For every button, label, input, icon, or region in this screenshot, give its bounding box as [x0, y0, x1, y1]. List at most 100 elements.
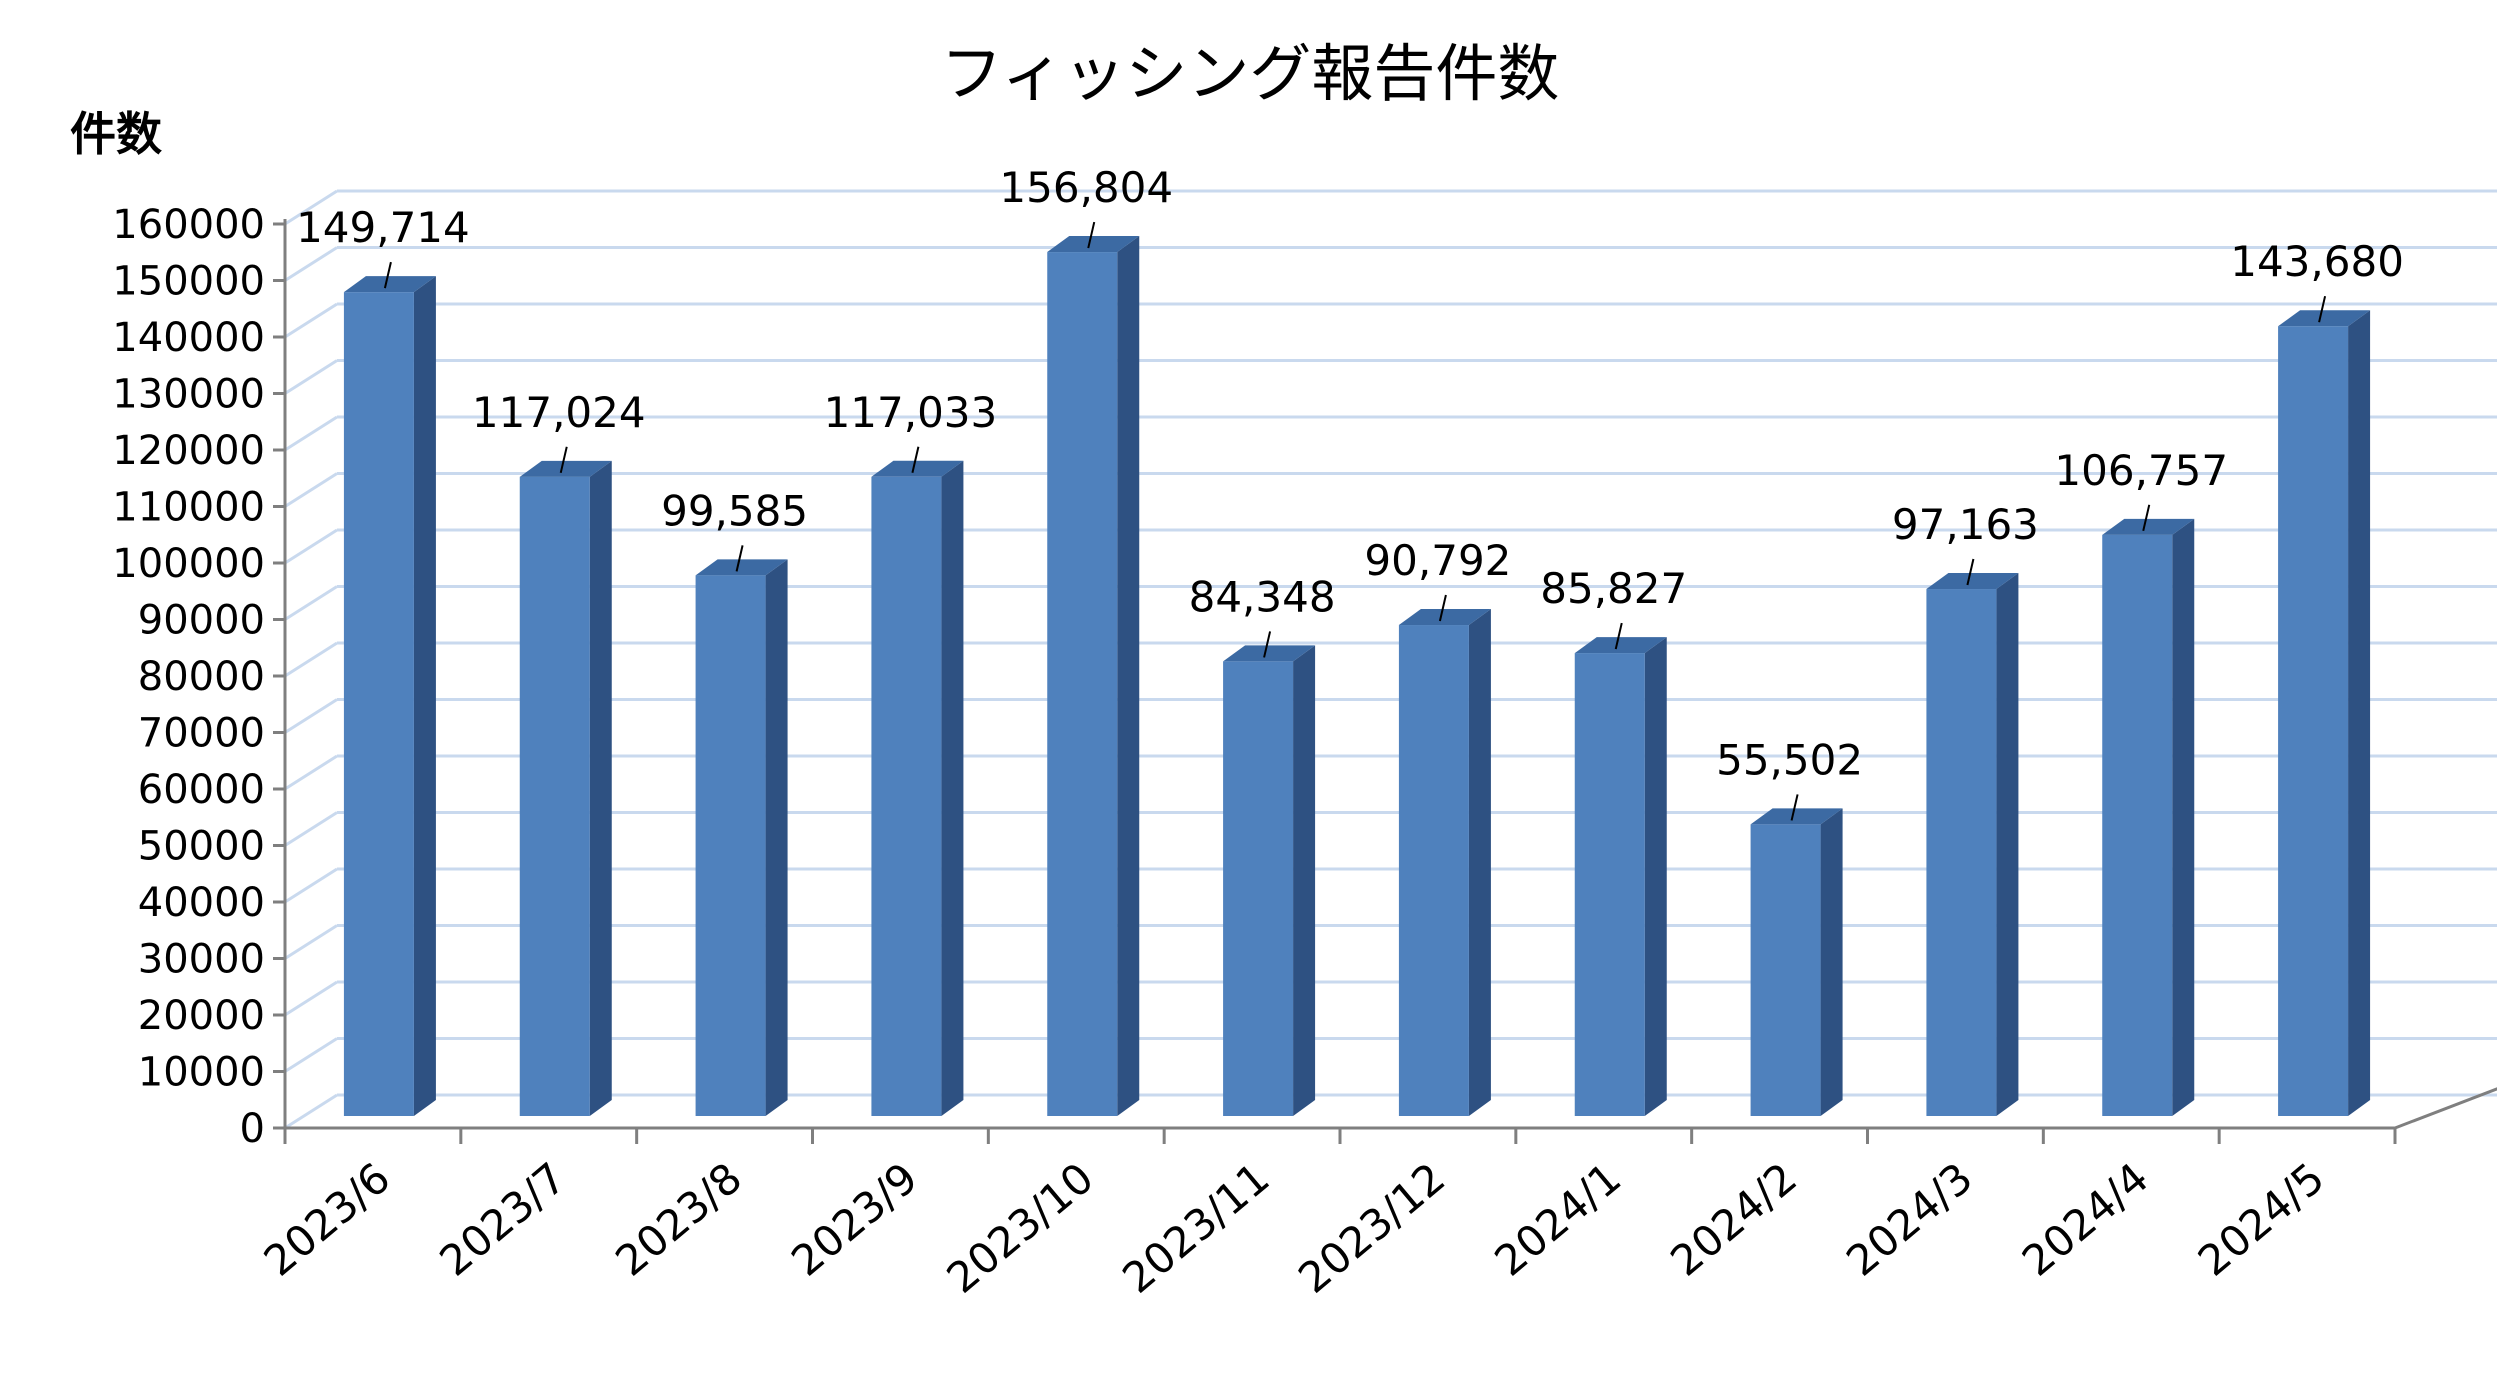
gridline-depth	[284, 246, 338, 282]
data-label: 106,757	[2054, 446, 2228, 495]
data-label: 99,585	[661, 486, 808, 535]
bar-side	[1996, 573, 2019, 1116]
bar	[519, 476, 590, 1116]
bar	[2102, 534, 2173, 1116]
x-tick-label: 2023/12	[1289, 1153, 1454, 1303]
x-tick-label: 2023/8	[606, 1153, 751, 1286]
label-leader	[2318, 295, 2327, 323]
y-tick-label: 20000	[138, 993, 265, 1039]
label-leader	[1438, 594, 1447, 622]
bar	[871, 476, 942, 1116]
bars	[343, 236, 2371, 1117]
data-label: 117,033	[824, 388, 998, 437]
gridline-depth	[284, 359, 338, 395]
y-tick-label: 80000	[138, 654, 265, 700]
bar-2024/5	[2278, 310, 2371, 1116]
bar-top	[1398, 609, 1491, 626]
y-tick-label: 60000	[138, 767, 265, 813]
label-leader	[1263, 631, 1272, 658]
y-axis-title: 件数	[70, 107, 162, 161]
gridline-depth	[284, 811, 338, 847]
y-tick-label: 70000	[138, 711, 265, 757]
gridline-depth	[284, 1037, 338, 1073]
y-tick-label: 120000	[112, 428, 265, 474]
bar	[1750, 824, 1821, 1116]
label-leader	[2142, 504, 2151, 532]
bar	[1574, 653, 1645, 1116]
bar-side	[1293, 645, 1316, 1116]
bar-2023/11	[1223, 645, 1316, 1116]
label-leader	[735, 545, 744, 572]
bar	[695, 575, 766, 1116]
bar-top	[2278, 310, 2371, 327]
y-tick-label: 10000	[138, 1050, 265, 1096]
x-tick-label: 2024/2	[1661, 1153, 1806, 1286]
data-label: 117,024	[472, 388, 646, 437]
y-tick-label: 30000	[138, 937, 265, 983]
data-label: 97,163	[1892, 500, 2039, 549]
axes: 0 10000 20000 30000 40000 50000 60000 70000 8000…	[112, 202, 2497, 1152]
bar-top	[1223, 645, 1316, 662]
data-label: 156,804	[999, 163, 1173, 212]
chart-title: フィッシング報告件数	[941, 37, 1560, 110]
gridline-depth	[284, 472, 338, 508]
data-label: 84,348	[1189, 572, 1336, 621]
y-tick-label: 100000	[112, 541, 265, 587]
x-tick-label: 2023/7	[430, 1153, 575, 1286]
x-tick-label: 2024/1	[1485, 1153, 1630, 1286]
bar-side	[589, 460, 612, 1116]
x-tick-label: 2023/6	[255, 1153, 400, 1286]
label-leader	[383, 261, 392, 289]
bar-top	[1574, 637, 1667, 654]
label-leader	[1966, 558, 1975, 586]
gridline-depth	[284, 980, 338, 1017]
y-tick-label: 0	[240, 1106, 265, 1152]
bar-top	[343, 276, 436, 293]
data-label: 143,680	[2230, 237, 2404, 286]
bar-2024/4	[2102, 518, 2195, 1116]
gridline-depth	[284, 528, 338, 565]
bar	[2278, 326, 2349, 1116]
bar-side	[1820, 808, 1843, 1116]
data-label: 85,827	[1540, 564, 1687, 613]
data-label: 55,502	[1716, 735, 1863, 784]
bar	[1926, 589, 1997, 1116]
bar-2023/10	[1047, 236, 1140, 1117]
label-leader	[1614, 622, 1623, 650]
bar	[1047, 252, 1118, 1117]
x-tick-label: 2023/10	[938, 1153, 1103, 1303]
x-tick-label: 2023/11	[1113, 1153, 1278, 1303]
gridline-depth	[284, 585, 338, 621]
gridline-depth	[284, 415, 338, 452]
bar-2024/1	[1574, 637, 1667, 1116]
gridline-depth	[284, 924, 338, 960]
label-leader	[559, 446, 568, 474]
bar-2023/7	[519, 460, 612, 1116]
x-tick-label: 2024/4	[2013, 1153, 2158, 1286]
bar-top	[519, 460, 612, 477]
x-tick-label: 2024/3	[1837, 1153, 1982, 1286]
bar-side	[765, 559, 788, 1116]
bar-side	[413, 276, 436, 1116]
y-tick-label: 160000	[112, 202, 265, 248]
bar-side	[2172, 518, 2195, 1116]
bar-2023/6	[343, 276, 436, 1116]
y-tick-label: 130000	[112, 372, 265, 418]
gridline-depth	[284, 189, 338, 226]
bar	[1398, 625, 1469, 1116]
floor-edge	[2394, 1087, 2497, 1130]
bar-top	[695, 559, 788, 576]
label-leader	[1087, 221, 1096, 249]
bar-side	[1644, 637, 1667, 1116]
bar-side	[2348, 310, 2371, 1116]
data-label: 149,714	[296, 203, 470, 252]
y-tick-label: 50000	[138, 824, 265, 870]
y-tick-label: 110000	[112, 485, 265, 531]
y-tick-label: 150000	[112, 259, 265, 305]
bar-2024/2	[1750, 808, 1843, 1116]
x-tick-label: 2024/5	[2189, 1153, 2334, 1286]
bar-2023/12	[1398, 609, 1491, 1116]
bar	[1223, 661, 1294, 1116]
